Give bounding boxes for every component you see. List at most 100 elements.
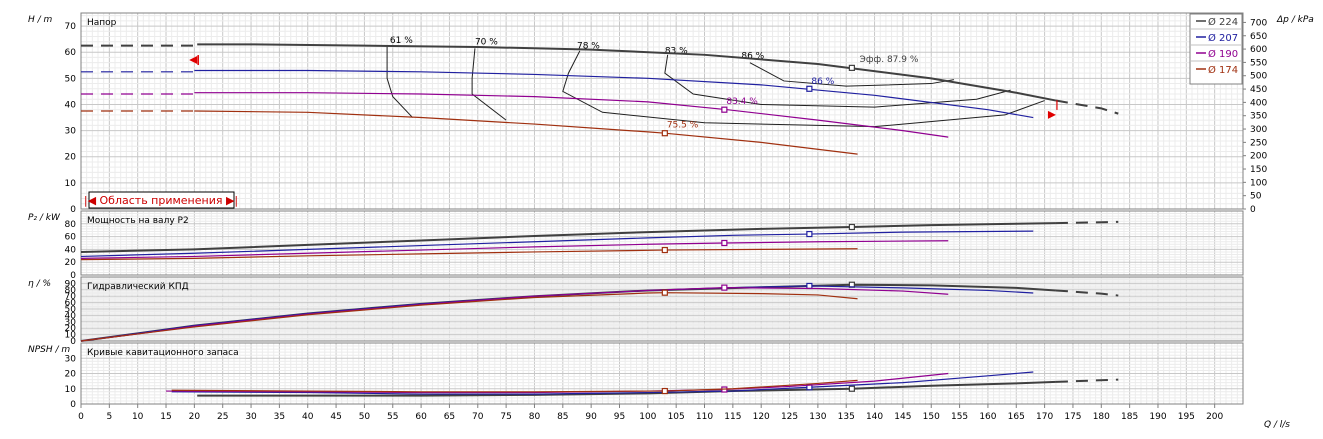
- y-tick-label: 0: [70, 337, 76, 347]
- right-tick-label: 100: [1250, 178, 1267, 188]
- x-tick-label: 75: [500, 412, 511, 422]
- right-tick-label: 600: [1250, 45, 1267, 55]
- series-line-d207: [194, 69, 1034, 119]
- series-line-d224: [197, 43, 1057, 102]
- x-tick-label: 115: [724, 412, 741, 422]
- series-line-d190: [80, 240, 949, 259]
- efficiency-annotation: 75.5 %: [667, 120, 699, 130]
- x-tick-label: 125: [781, 412, 798, 422]
- right-tick-label: 450: [1250, 85, 1267, 95]
- x-tick-label: 175: [1064, 412, 1081, 422]
- iso-efficiency-curve: [749, 62, 955, 87]
- right-tick-label: 650: [1250, 32, 1267, 42]
- x-tick-label: 70: [472, 412, 484, 422]
- y-tick-label: 60: [65, 299, 77, 309]
- duty-point-marker-d174: [661, 289, 668, 296]
- y-tick-label: 80: [65, 220, 77, 230]
- x-tick-label: 30: [245, 412, 257, 422]
- x-tick-label: 190: [1149, 412, 1166, 422]
- x-tick-label: 160: [979, 412, 996, 422]
- x-tick-label: 50: [359, 412, 371, 422]
- y-axis-label: NPSH / m: [28, 345, 70, 355]
- y-tick-label: 30: [65, 318, 77, 328]
- y-tick-label: 90: [65, 279, 77, 289]
- duty-point-marker-d174: [661, 246, 668, 254]
- iso-efficiency-curve: [386, 45, 413, 118]
- panel-title: Кривые кавитационного запаса: [87, 348, 239, 358]
- y-tick-label: 80: [65, 286, 77, 296]
- efficiency-annotation: Эфф. 87.9 %: [860, 55, 919, 65]
- right-tick-label: 150: [1250, 165, 1267, 175]
- x-tick-label: 155: [951, 412, 968, 422]
- duty-point-marker-d190: [721, 106, 728, 113]
- iso-efficiency-label: 83 %: [665, 47, 688, 57]
- duty-point-marker-d224: [848, 223, 855, 231]
- iso-efficiency-curve: [471, 48, 507, 121]
- y-tick-label: 20: [65, 258, 77, 268]
- y-tick-label: 50: [65, 74, 77, 84]
- right-tick-label: 50: [1250, 192, 1262, 202]
- duty-point-marker-d207: [806, 282, 813, 290]
- x-tick-label: 140: [866, 412, 883, 422]
- legend-label-d224: Ø 224: [1208, 16, 1238, 28]
- y-tick-label: 40: [65, 100, 77, 110]
- iso-efficiency-label: 70 %: [475, 37, 498, 47]
- series-dash-right-d224: [1055, 99, 1119, 115]
- range-left-marker: [189, 56, 198, 65]
- x-tick-label: 65: [444, 412, 455, 422]
- series-line-d207: [171, 371, 1034, 395]
- x-tick-label: 60: [415, 412, 427, 422]
- y-tick-label: 70: [65, 292, 77, 302]
- x-tick-label: 150: [923, 412, 940, 422]
- x-tick-label: 40: [302, 412, 314, 422]
- y-tick-label: 30: [65, 127, 77, 137]
- series-line-d174: [80, 292, 858, 342]
- duty-point-marker-d190: [721, 239, 728, 247]
- x-tick-label: 5: [106, 412, 112, 422]
- legend-label-d207: Ø 207: [1208, 32, 1238, 44]
- x-tick-label: 200: [1206, 412, 1223, 422]
- series-dash-right-d224: [1055, 289, 1119, 297]
- x-tick-label: 100: [639, 412, 656, 422]
- y-tick-label: 60: [65, 233, 77, 243]
- series-line-d174: [171, 379, 858, 393]
- y-tick-label: 70: [65, 22, 77, 32]
- panel-frame: [80, 342, 1244, 405]
- x-tick-label: 95: [614, 412, 625, 422]
- y-tick-label: 20: [65, 324, 77, 334]
- y-tick-label: 40: [65, 311, 77, 321]
- right-tick-label: 300: [1250, 125, 1267, 135]
- x-tick-label: 180: [1093, 412, 1110, 422]
- legend-box: [1189, 13, 1243, 85]
- x-axis: 0 5 10 15 20 25 30 35 40 45 50 55 60 65 70 75 80 85 90 95 10…: [78, 404, 1290, 430]
- efficiency-annotation: 83.4 %: [726, 97, 758, 107]
- y-tick-label: 40: [65, 245, 77, 255]
- series-line-d224: [80, 222, 1056, 253]
- x-tick-label: 80: [529, 412, 541, 422]
- y-tick-label: 30: [65, 354, 77, 364]
- x-tick-label: 165: [1008, 412, 1025, 422]
- y-axis-label: H / m: [28, 15, 53, 25]
- panel-power: 0 20 40 60 80 P₂ / kW Мощность на валу P2: [28, 210, 1244, 281]
- y-tick-label: 10: [65, 385, 77, 395]
- range-right-marker: [1047, 110, 1056, 119]
- iso-efficiency-curve: [664, 54, 1011, 108]
- x-tick-label: 135: [838, 412, 855, 422]
- duty-point-marker-d224: [848, 64, 855, 71]
- x-tick-label: 25: [217, 412, 228, 422]
- range-label: |◀ Область применения ▶|: [84, 194, 238, 207]
- x-tick-label: 85: [557, 412, 568, 422]
- x-tick-label: 10: [132, 412, 144, 422]
- right-tick-label: 400: [1250, 98, 1267, 108]
- legend: Ø 224 Ø 207 Ø 190 Ø 174: [1189, 13, 1243, 85]
- panel-title: Мощность на валу P2: [87, 216, 189, 226]
- y-tick-label: 0: [70, 205, 76, 215]
- duty-point-marker-d174: [661, 130, 668, 137]
- series-line-d190: [194, 92, 949, 138]
- x-tick-label: 120: [753, 412, 770, 422]
- right-tick-label: 0: [1250, 205, 1256, 215]
- x-tick-label: 20: [189, 412, 201, 422]
- x-tick-label: 35: [274, 412, 285, 422]
